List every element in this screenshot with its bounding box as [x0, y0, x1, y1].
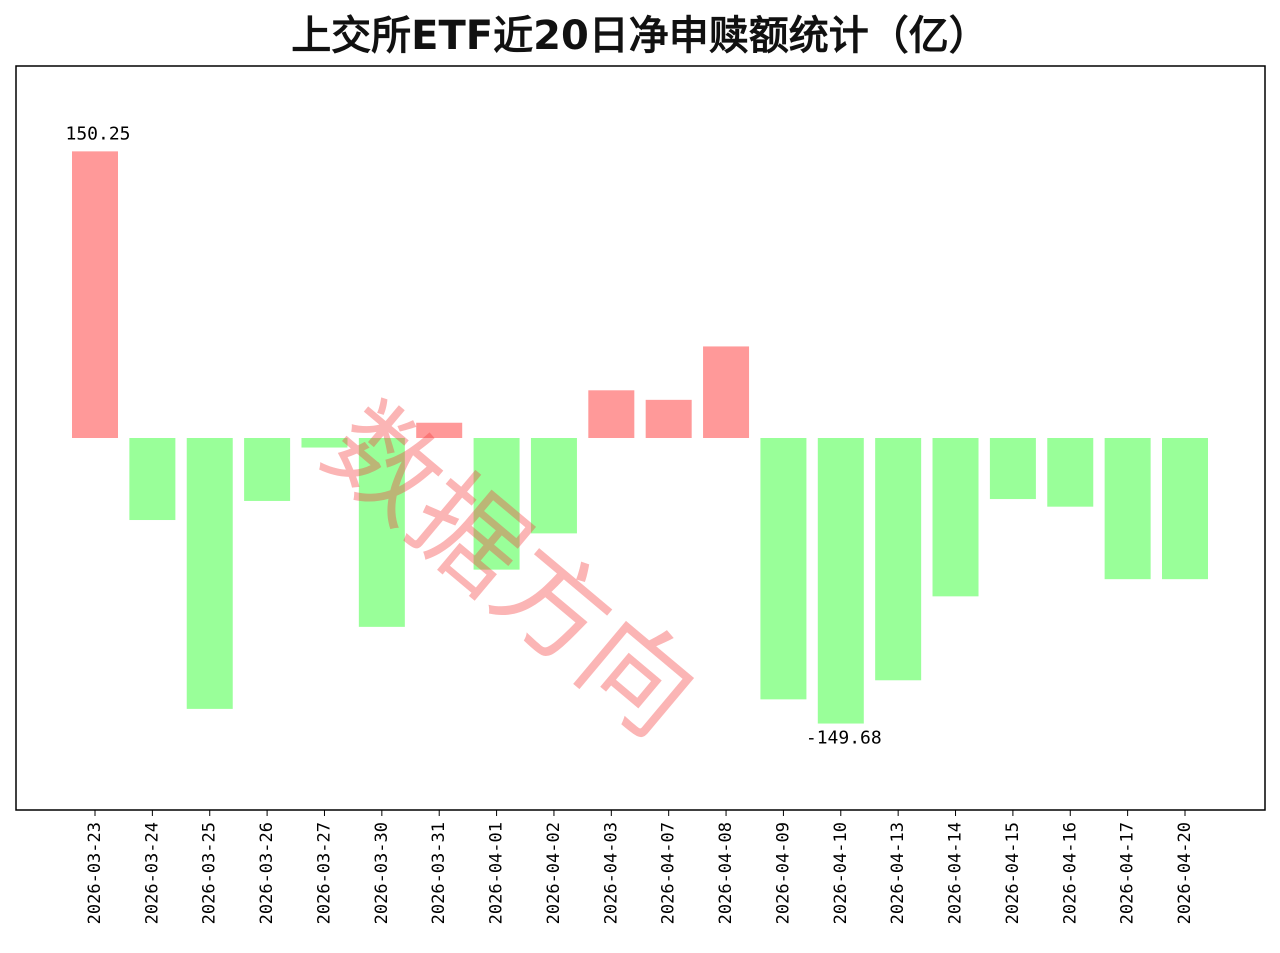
bar-2026-04-03 [588, 390, 635, 438]
chart-title: 上交所ETF近20日净申赎额统计（亿） [291, 13, 989, 59]
bar-2026-04-17 [1104, 438, 1151, 580]
bar-2026-04-09 [760, 438, 807, 700]
x-tick-label: 2026-04-14 [946, 822, 966, 924]
x-tick-label: 2026-03-31 [429, 822, 449, 924]
bar-2026-04-08 [703, 346, 750, 438]
x-tick-label: 2026-03-26 [257, 822, 277, 924]
bar-2026-04-15 [989, 438, 1036, 500]
plot-frame [15, 65, 1266, 811]
bar-2026-03-26 [244, 438, 291, 501]
x-tick-label: 2026-03-30 [372, 822, 392, 924]
x-tick-label: 2026-04-08 [716, 822, 736, 924]
bar-2026-04-07 [645, 399, 692, 438]
x-tick-label: 2026-04-15 [1003, 822, 1023, 924]
bar-2026-04-20 [1162, 438, 1208, 580]
x-tick-label: 2026-04-10 [831, 822, 851, 924]
x-tick-label: 2026-04-02 [544, 822, 564, 924]
bar-2026-03-23 [72, 151, 118, 438]
bar-2026-03-25 [186, 438, 233, 709]
bar-2026-04-10 [817, 438, 864, 724]
x-tick-label: 2026-04-09 [773, 822, 793, 924]
data-label: 150.25 [65, 123, 130, 144]
x-tick-label: 2026-04-03 [601, 822, 621, 924]
x-tick-label: 2026-04-20 [1175, 822, 1195, 924]
x-tick-label: 2026-03-25 [200, 822, 220, 924]
x-tick-label: 2026-03-27 [314, 822, 334, 924]
bar-2026-04-13 [875, 438, 922, 681]
bar-2026-03-24 [129, 438, 176, 521]
bar-2026-03-27 [301, 438, 348, 448]
bar-2026-03-31 [416, 422, 463, 438]
bar-2026-04-02 [530, 438, 577, 534]
x-tick-label: 2026-03-24 [142, 822, 162, 924]
x-tick-label: 2026-04-17 [1118, 822, 1138, 924]
x-tick-label: 2026-03-23 [85, 822, 105, 924]
bar-2026-04-16 [1047, 438, 1094, 507]
x-tick-label: 2026-04-01 [487, 822, 507, 924]
x-tick-label: 2026-04-16 [1060, 822, 1080, 924]
bar-2026-03-30 [358, 438, 405, 627]
x-tick-label: 2026-04-07 [659, 822, 679, 924]
bar-2026-04-01 [473, 438, 520, 570]
x-tick-label: 2026-04-13 [888, 822, 908, 924]
data-label: -149.68 [806, 728, 882, 749]
bar-2026-04-14 [932, 438, 979, 597]
